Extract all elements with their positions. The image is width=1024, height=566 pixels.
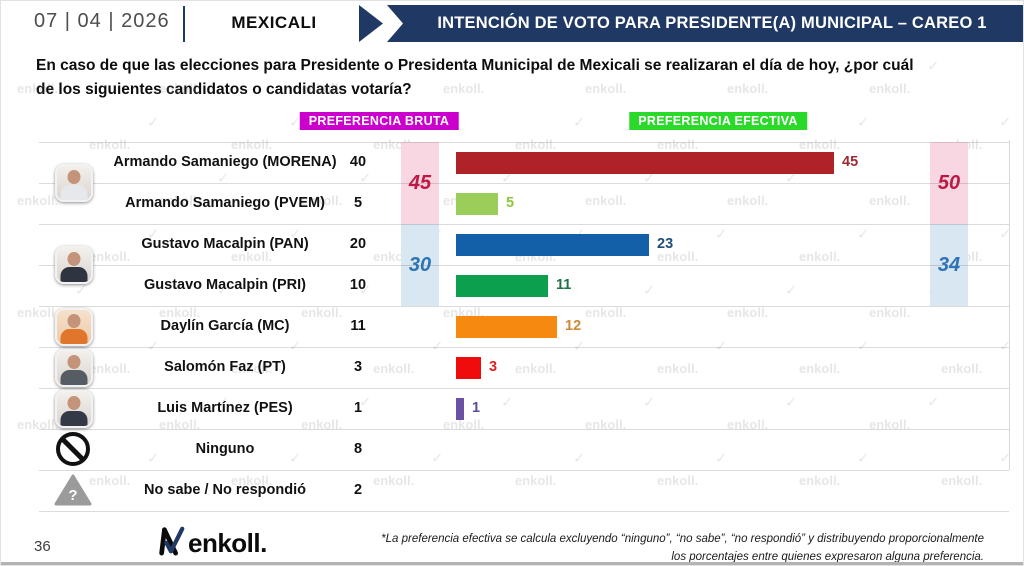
person-torso-icon [60, 369, 88, 385]
efectiva-bar [456, 193, 498, 215]
row-separator [39, 265, 1009, 266]
row-separator [39, 470, 1009, 471]
enkoll-logo-text: enkoll. [188, 528, 267, 558]
footnote: *La preferencia efectiva se calcula excl… [381, 533, 984, 564]
candidate-name: Ninguno [195, 441, 255, 457]
row-separator [39, 306, 1009, 307]
efectiva-value: 3 [489, 359, 498, 375]
efectiva-subtotal-value: 50 [937, 171, 961, 194]
candidate-name: Armando Samaniego (MORENA) [113, 154, 337, 170]
candidate-photo [55, 348, 93, 387]
candidate-row: Salomón Faz (PT) 3 3 [1, 347, 1023, 388]
results-table: 45 30 50 34 Armando Samaniego (MORENA) 40… [1, 140, 1023, 512]
candidate-row: Luis Martínez (PES) 1 1 [1, 388, 1023, 429]
efectiva-bar [456, 357, 481, 379]
bruta-subtotal-samaniego: 45 [401, 142, 439, 224]
bruta-value: 3 [353, 359, 363, 375]
efectiva-bar [456, 316, 557, 338]
banner-chevron-icon [359, 5, 383, 42]
slide-date: 07 | 04 | 2026 [34, 10, 170, 32]
question-text: En caso de que las elecciones para Presi… [36, 57, 914, 99]
person-torso-icon [60, 328, 88, 344]
watermark-check-icon: ✓ [147, 114, 160, 131]
row-separator [39, 429, 1009, 430]
candidate-row: Armando Samaniego (MORENA) 40 45 [1, 142, 1023, 183]
table-right-edge-line [1009, 140, 1010, 470]
banner-bar: INTENCIÓN DE VOTO PARA PRESIDENTE(A) MUN… [387, 5, 1023, 42]
bruta-header-chip: PREFERENCIA BRUTA [299, 112, 459, 130]
person-torso-icon [60, 185, 88, 200]
enkoll-logo-icon [156, 525, 186, 562]
efectiva-value: 1 [472, 400, 481, 416]
row-separator [39, 347, 1009, 348]
no-entry-icon [56, 432, 90, 466]
bruta-value: 5 [353, 195, 363, 211]
page-number: 36 [34, 538, 51, 555]
person-head-icon [67, 313, 81, 328]
person-head-icon [67, 354, 81, 369]
row-separator [39, 183, 1009, 184]
efectiva-bar [456, 275, 548, 297]
slide-title: INTENCIÓN DE VOTO PARA PRESIDENTE(A) MUN… [437, 14, 987, 32]
efectiva-subtotal-macalpin: 34 [930, 224, 968, 306]
efectiva-bar [456, 398, 464, 420]
candidate-row: Daylín García (MC) 11 12 [1, 306, 1023, 347]
bruta-subtotal-macalpin: 30 [401, 224, 439, 306]
bruta-value: 1 [353, 400, 363, 416]
candidate-row: Gustavo Macalpin (PRI) 10 11 [1, 265, 1023, 306]
city-label: MEXICALI [231, 13, 317, 32]
candidate-row: Gustavo Macalpin (PAN) 20 23 [1, 224, 1023, 265]
candidate-photo [55, 246, 93, 284]
question-triangle-icon: ? [54, 474, 92, 512]
person-head-icon [67, 395, 81, 410]
person-torso-icon [60, 410, 88, 426]
title-banner: INTENCIÓN DE VOTO PARA PRESIDENTE(A) MUN… [359, 5, 1023, 42]
header-divider [183, 6, 185, 42]
efectiva-value: 12 [565, 318, 582, 334]
row-separator [39, 511, 1009, 512]
watermark-check-icon: ✓ [857, 114, 870, 131]
enkoll-logo: enkoll. [156, 525, 267, 562]
person-head-icon [67, 252, 81, 266]
watermark-check-icon: ✓ [999, 114, 1012, 131]
bruta-value: 11 [350, 318, 366, 334]
bruta-subtotal-value: 30 [408, 253, 432, 276]
candidate-name: No sabe / No respondió [144, 482, 306, 498]
person-torso-icon [60, 267, 88, 282]
candidate-name: Salomón Faz (PT) [164, 359, 286, 375]
efectiva-bar [456, 234, 649, 256]
row-separator [39, 224, 1009, 225]
candidate-photo [55, 164, 93, 202]
efectiva-subtotal-samaniego: 50 [930, 142, 968, 224]
efectiva-value: 11 [556, 277, 572, 293]
row-separator [39, 142, 1009, 143]
efectiva-value: 23 [657, 236, 674, 252]
candidate-name: Gustavo Macalpin (PRI) [144, 277, 306, 293]
candidate-row: No sabe / No respondió 2 [1, 470, 1023, 511]
candidate-photo [55, 307, 93, 346]
candidate-photo [55, 389, 93, 428]
bruta-value: 8 [353, 441, 363, 457]
candidate-name: Luis Martínez (PES) [157, 400, 293, 416]
watermark-check-icon: ✓ [573, 114, 586, 131]
candidate-row: Armando Samaniego (PVEM) 5 5 [1, 183, 1023, 224]
bruta-subtotal-value: 45 [408, 171, 432, 194]
efectiva-value: 45 [842, 154, 859, 170]
bruta-value: 2 [353, 482, 363, 498]
bruta-value: 10 [349, 277, 367, 293]
bruta-value: 20 [349, 236, 367, 252]
efectiva-header-chip: PREFERENCIA EFECTIVA [629, 112, 807, 130]
efectiva-value: 5 [506, 195, 515, 211]
bruta-value: 40 [349, 154, 367, 170]
svg-text:?: ? [68, 487, 77, 504]
candidate-row: Ninguno 8 [1, 429, 1023, 470]
efectiva-bar [456, 152, 834, 174]
candidate-name: Armando Samaniego (PVEM) [125, 195, 325, 211]
efectiva-subtotal-value: 34 [937, 253, 961, 276]
person-head-icon [67, 170, 81, 184]
candidate-name: Daylín García (MC) [160, 318, 290, 334]
candidate-name: Gustavo Macalpin (PAN) [141, 236, 309, 252]
row-separator [39, 388, 1009, 389]
